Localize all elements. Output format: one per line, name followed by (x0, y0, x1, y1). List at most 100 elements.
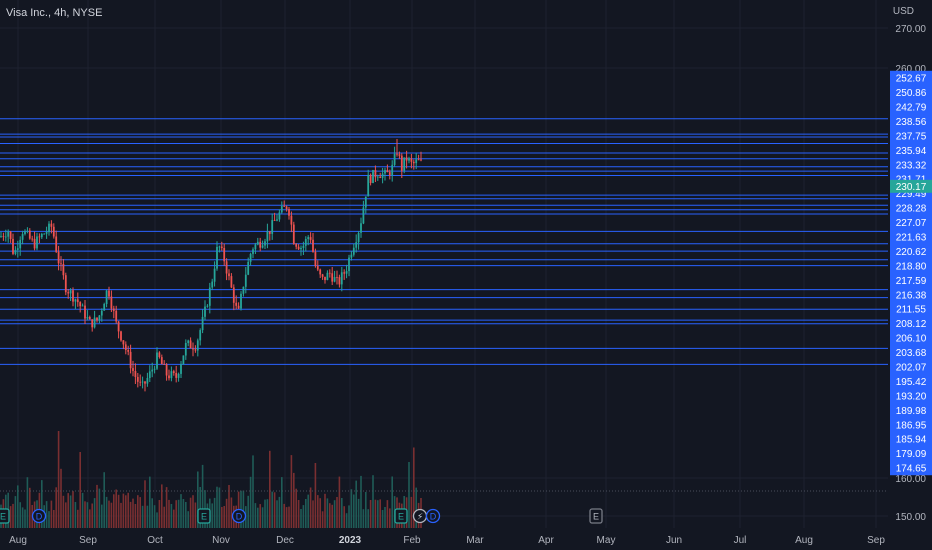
level-label[interactable]: 179.09 (896, 449, 927, 460)
level-label[interactable]: 228.28 (896, 204, 927, 215)
level-label[interactable]: 195.42 (896, 377, 927, 388)
volume-bar (293, 472, 295, 528)
candle-body (79, 302, 82, 307)
level-label[interactable]: 186.95 (896, 420, 927, 431)
candle-body (254, 244, 257, 250)
candle-body (52, 226, 55, 237)
volume-bar (389, 508, 391, 528)
earnings-marker[interactable]: E (197, 508, 211, 524)
dividend-marker[interactable]: D (31, 508, 47, 524)
level-label[interactable]: 217.59 (896, 276, 927, 287)
level-label[interactable]: 185.94 (896, 435, 927, 446)
level-label[interactable]: 211.55 (896, 305, 926, 316)
level-label[interactable]: 218.80 (896, 261, 927, 272)
candle-body (319, 269, 322, 275)
symbol-title[interactable]: Visa Inc., 4h, NYSE (6, 7, 103, 19)
candle-body (160, 357, 163, 365)
volume-bar (168, 499, 170, 528)
candle-body (204, 306, 206, 317)
earnings-marker[interactable]: E (394, 508, 408, 524)
level-label[interactable]: 220.62 (896, 247, 927, 258)
volume-bar (77, 509, 79, 528)
level-label[interactable]: 203.68 (896, 348, 927, 359)
dividend-icon (31, 508, 47, 524)
candle-body (364, 196, 367, 208)
candle-body (139, 381, 142, 383)
dividend-marker[interactable]: D (231, 508, 247, 524)
volume-bar (266, 499, 269, 528)
candle-body (14, 249, 17, 254)
candle-body (45, 232, 48, 234)
level-label[interactable]: 233.32 (896, 160, 927, 171)
candle-body (81, 305, 84, 307)
chart-grid (0, 0, 888, 528)
level-label[interactable]: 221.63 (896, 233, 927, 244)
candle-body (72, 290, 74, 302)
volume-bar (194, 502, 197, 528)
candle-body (91, 319, 94, 328)
candle-body (122, 340, 125, 345)
candle-body (141, 381, 144, 383)
level-label[interactable]: 237.75 (896, 131, 927, 142)
volume-bar (297, 500, 300, 528)
volume-bar (79, 452, 81, 528)
candle-body (55, 236, 58, 252)
candle-body (148, 371, 151, 378)
level-label[interactable]: 193.20 (896, 391, 927, 402)
level-label[interactable]: 242.79 (896, 103, 927, 114)
candle-body (7, 231, 10, 237)
earnings-icon (0, 508, 10, 524)
x-tick-label: Dec (276, 535, 294, 546)
candle-body (211, 281, 214, 288)
volume-bar (45, 501, 48, 528)
candle-body (194, 349, 197, 351)
volume-bar (247, 495, 249, 528)
level-label[interactable]: 235.94 (896, 146, 927, 157)
volume-bar (324, 493, 326, 528)
level-label[interactable]: 206.10 (896, 334, 927, 345)
candle-body (271, 220, 274, 234)
candle-body (31, 238, 34, 240)
level-label[interactable]: 227.07 (896, 218, 927, 229)
volume-bar (125, 495, 127, 528)
level-label[interactable]: 189.98 (896, 406, 927, 417)
candle-body (412, 161, 415, 164)
volume-bar (65, 502, 67, 528)
level-label[interactable]: 216.38 (896, 290, 927, 301)
candle-body (348, 257, 350, 272)
volume-bar (281, 477, 283, 528)
candle-body (0, 236, 2, 237)
volume-bar (343, 506, 345, 528)
volume-bar (41, 480, 43, 528)
level-label[interactable]: 229.49 (896, 189, 927, 200)
candle-body (28, 230, 31, 239)
earnings-marker[interactable]: E (589, 508, 603, 524)
level-label[interactable]: 238.56 (896, 117, 927, 128)
earnings-marker[interactable]: E (0, 508, 10, 524)
volume-bar (312, 500, 314, 528)
level-label[interactable]: 174.65 (896, 464, 927, 475)
candle-body (400, 155, 403, 171)
volume-bar (305, 499, 307, 528)
dividend-marker[interactable]: D (425, 508, 441, 524)
split-marker[interactable]: ⚡ (412, 508, 428, 524)
candle-body (276, 219, 278, 221)
level-label[interactable]: 250.86 (896, 88, 927, 99)
volume-bar (113, 494, 115, 528)
candle-body (50, 223, 53, 227)
candle-body (290, 215, 293, 225)
candle-body (165, 364, 168, 376)
volume-bar (228, 485, 230, 528)
candle-body (206, 305, 209, 307)
candle-body (201, 316, 204, 331)
candle-body (218, 246, 221, 248)
level-label[interactable]: 252.67 (896, 74, 927, 85)
volume-bar (365, 492, 367, 528)
volume-bar (29, 487, 31, 528)
level-label[interactable]: 202.07 (896, 363, 927, 374)
candle-body (314, 251, 317, 266)
volume-bar (249, 476, 252, 528)
current-price-box (890, 179, 932, 193)
level-label[interactable]: 208.12 (896, 319, 927, 330)
